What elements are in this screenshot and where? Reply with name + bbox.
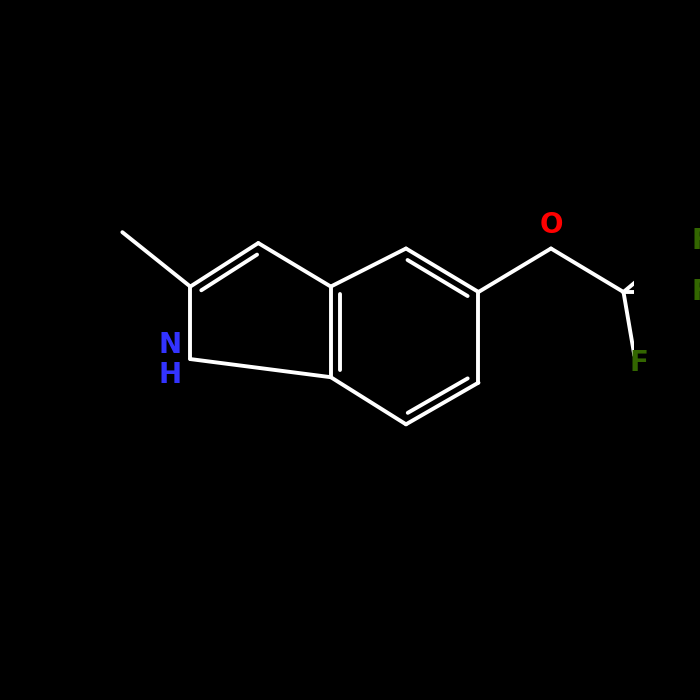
Text: O: O [539,211,563,239]
Text: N: N [158,332,181,360]
Text: F: F [630,349,649,377]
Text: F: F [692,278,700,306]
Text: H: H [158,361,181,389]
Text: F: F [692,228,700,256]
